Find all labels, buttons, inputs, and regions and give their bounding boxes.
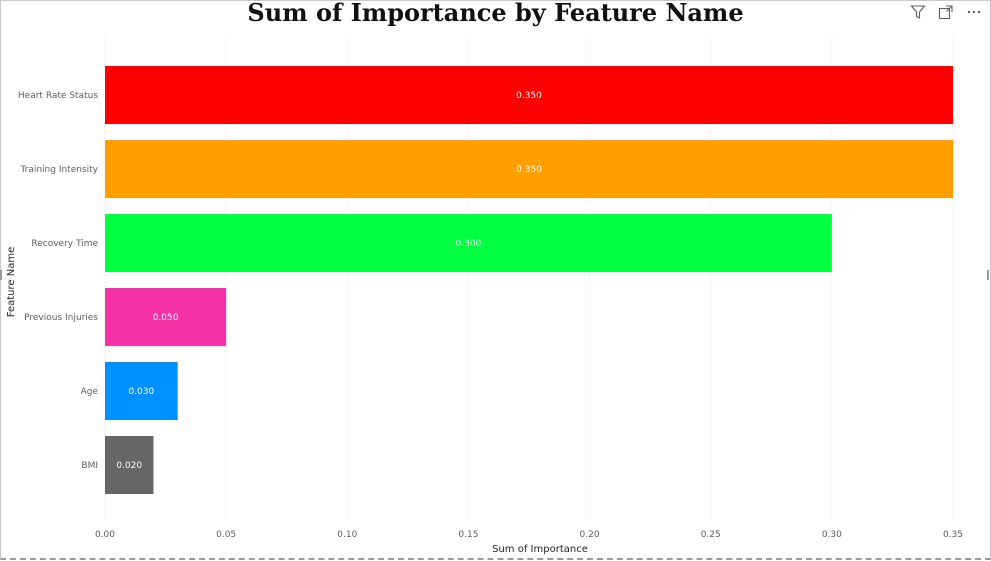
labels: 0.00 0.05 0.10 0.15 0.20 0.25 0.30 0.35 Heart Ra…	[18, 91, 963, 540]
category-label: Heart Rate Status	[18, 91, 98, 101]
x-axis-title: Sum of Importance	[492, 544, 588, 555]
x-tick-label: 0.15	[458, 530, 478, 540]
bar[interactable]	[105, 66, 953, 124]
data-label: 0.050	[153, 313, 179, 323]
bar[interactable]	[105, 362, 178, 420]
data-label: 0.350	[516, 91, 542, 101]
data-label: 0.350	[516, 165, 542, 175]
x-tick-label: 0.10	[337, 530, 357, 540]
data-label: 0.020	[116, 461, 142, 471]
category-label: Previous Injuries	[24, 313, 98, 323]
data-label: 0.030	[128, 387, 154, 397]
visual-header	[909, 3, 983, 21]
resize-handle-left[interactable]	[0, 270, 2, 280]
more-options-icon[interactable]	[965, 3, 983, 21]
filter-icon[interactable]	[909, 3, 927, 21]
x-tick-label: 0.20	[580, 530, 600, 540]
bar[interactable]	[105, 140, 953, 198]
resize-handle-right[interactable]	[987, 270, 989, 280]
bar[interactable]	[105, 436, 154, 494]
x-tick-label: 0.00	[95, 530, 115, 540]
x-tick-label: 0.05	[216, 530, 236, 540]
bars	[105, 66, 953, 494]
bar[interactable]	[105, 214, 832, 272]
focus-mode-icon[interactable]	[937, 3, 955, 21]
category-label: Recovery Time	[31, 239, 98, 249]
y-axis-title: Feature Name	[6, 247, 17, 317]
x-tick-label: 0.35	[943, 530, 963, 540]
category-label: Training Intensity	[19, 165, 98, 175]
category-label: Age	[81, 387, 99, 397]
x-tick-label: 0.30	[822, 530, 842, 540]
category-label: BMI	[81, 461, 98, 471]
chart-title: Sum of Importance by Feature Name	[247, 0, 744, 27]
x-tick-label: 0.25	[701, 530, 721, 540]
data-label: 0.300	[456, 239, 482, 249]
bar[interactable]	[105, 288, 227, 346]
